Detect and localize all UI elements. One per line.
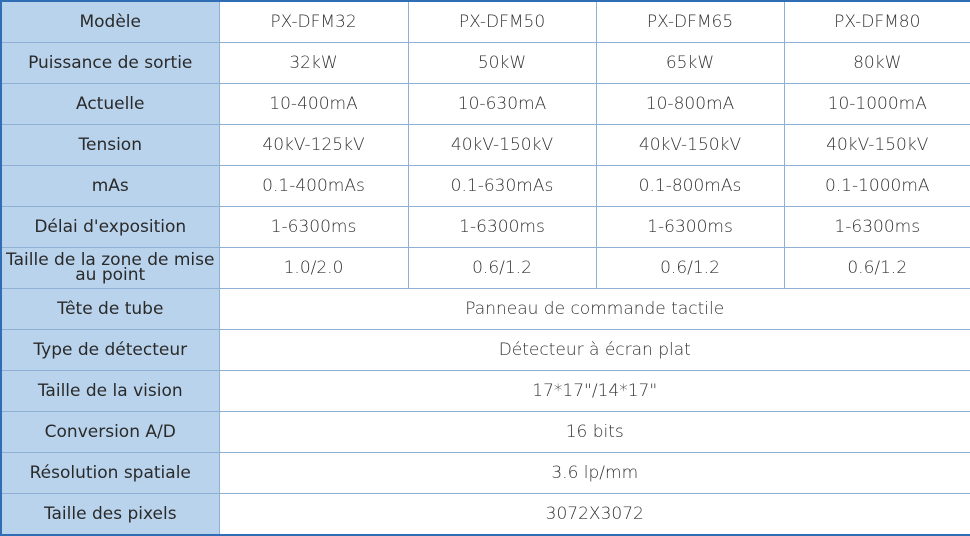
row-label: Tension xyxy=(0,124,220,166)
table-cell: 1-6300ms xyxy=(595,206,785,248)
row-label: Taille de la vision xyxy=(0,370,220,412)
table-cell: PX-DFM65 xyxy=(595,0,785,43)
table-cell: 3.6 lp/mm xyxy=(218,452,970,494)
table-row: Délai d'exposition 1-6300ms 1-6300ms 1-6300… xyxy=(0,206,970,248)
table-row: Taille des pixels 3072X3072 xyxy=(0,493,970,536)
table-cell: 0.1-630mAs xyxy=(407,165,597,207)
table-cell: 10-1000mA xyxy=(783,83,970,125)
table-cell: 16 bits xyxy=(218,411,970,453)
table-cell: 32kW xyxy=(218,42,409,84)
table-cell: 0.6/1.2 xyxy=(407,247,597,289)
table-cell: 17*17"/14*17" xyxy=(218,370,970,412)
table-cell: 80kW xyxy=(783,42,970,84)
row-label: Taille de la zone de mise au point xyxy=(0,247,220,289)
table-cell: 0.1-400mAs xyxy=(218,165,409,207)
table-cell: 1-6300ms xyxy=(783,206,970,248)
table-cell: Détecteur à écran plat xyxy=(218,329,970,371)
table-cell: 3072X3072 xyxy=(218,493,970,536)
row-label: Type de détecteur xyxy=(0,329,220,371)
row-label: Modèle xyxy=(0,0,220,43)
table-cell: 40kV-150kV xyxy=(407,124,597,166)
row-label: Délai d'exposition xyxy=(0,206,220,248)
table-cell: 0.6/1.2 xyxy=(783,247,970,289)
table-cell: 1-6300ms xyxy=(407,206,597,248)
table-cell: 10-630mA xyxy=(407,83,597,125)
table-cell: 1-6300ms xyxy=(218,206,409,248)
table-row: Taille de la vision 17*17"/14*17" xyxy=(0,370,970,412)
row-label: Résolution spatiale xyxy=(0,452,220,494)
table-row: Tête de tube Panneau de commande tactile xyxy=(0,288,970,330)
table-row: Taille de la zone de mise au point 1.0/2.… xyxy=(0,247,970,289)
row-label: Tête de tube xyxy=(0,288,220,330)
table-cell: 10-800mA xyxy=(595,83,785,125)
row-label: Actuelle xyxy=(0,83,220,125)
table-row: Type de détecteur Détecteur à écran plat xyxy=(0,329,970,371)
table-cell: PX-DFM80 xyxy=(783,0,970,43)
table-cell: PX-DFM32 xyxy=(218,0,409,43)
table-row: Actuelle 10-400mA 10-630mA 10-800mA 10-1000m… xyxy=(0,83,970,125)
row-label: Taille des pixels xyxy=(0,493,220,536)
row-label: mAs xyxy=(0,165,220,207)
row-label: Conversion A/D xyxy=(0,411,220,453)
table-cell: 40kV-125kV xyxy=(218,124,409,166)
table-cell: Panneau de commande tactile xyxy=(218,288,970,330)
table-row: Conversion A/D 16 bits xyxy=(0,411,970,453)
table-cell: 10-400mA xyxy=(218,83,409,125)
row-label: Puissance de sortie xyxy=(0,42,220,84)
table-cell: 0.1-800mAs xyxy=(595,165,785,207)
table-row: Modèle PX-DFM32 PX-DFM50 PX-DFM65 PX-DFM80 xyxy=(0,0,970,43)
table-cell: 40kV-150kV xyxy=(783,124,970,166)
table-cell: PX-DFM50 xyxy=(407,0,597,43)
table-cell: 0.1-1000mA xyxy=(783,165,970,207)
table-cell: 40kV-150kV xyxy=(595,124,785,166)
table-row: Résolution spatiale 3.6 lp/mm xyxy=(0,452,970,494)
table-row: Tension 40kV-125kV 40kV-150kV 40kV-150kV 40k… xyxy=(0,124,970,166)
table-cell: 50kW xyxy=(407,42,597,84)
table-cell: 65kW xyxy=(595,42,785,84)
table-cell: 0.6/1.2 xyxy=(595,247,785,289)
table-row: mAs 0.1-400mAs 0.1-630mAs 0.1-800mAs 0.1-100… xyxy=(0,165,970,207)
table-cell: 1.0/2.0 xyxy=(218,247,409,289)
table-row: Puissance de sortie 32kW 50kW 65kW 80kW xyxy=(0,42,970,84)
